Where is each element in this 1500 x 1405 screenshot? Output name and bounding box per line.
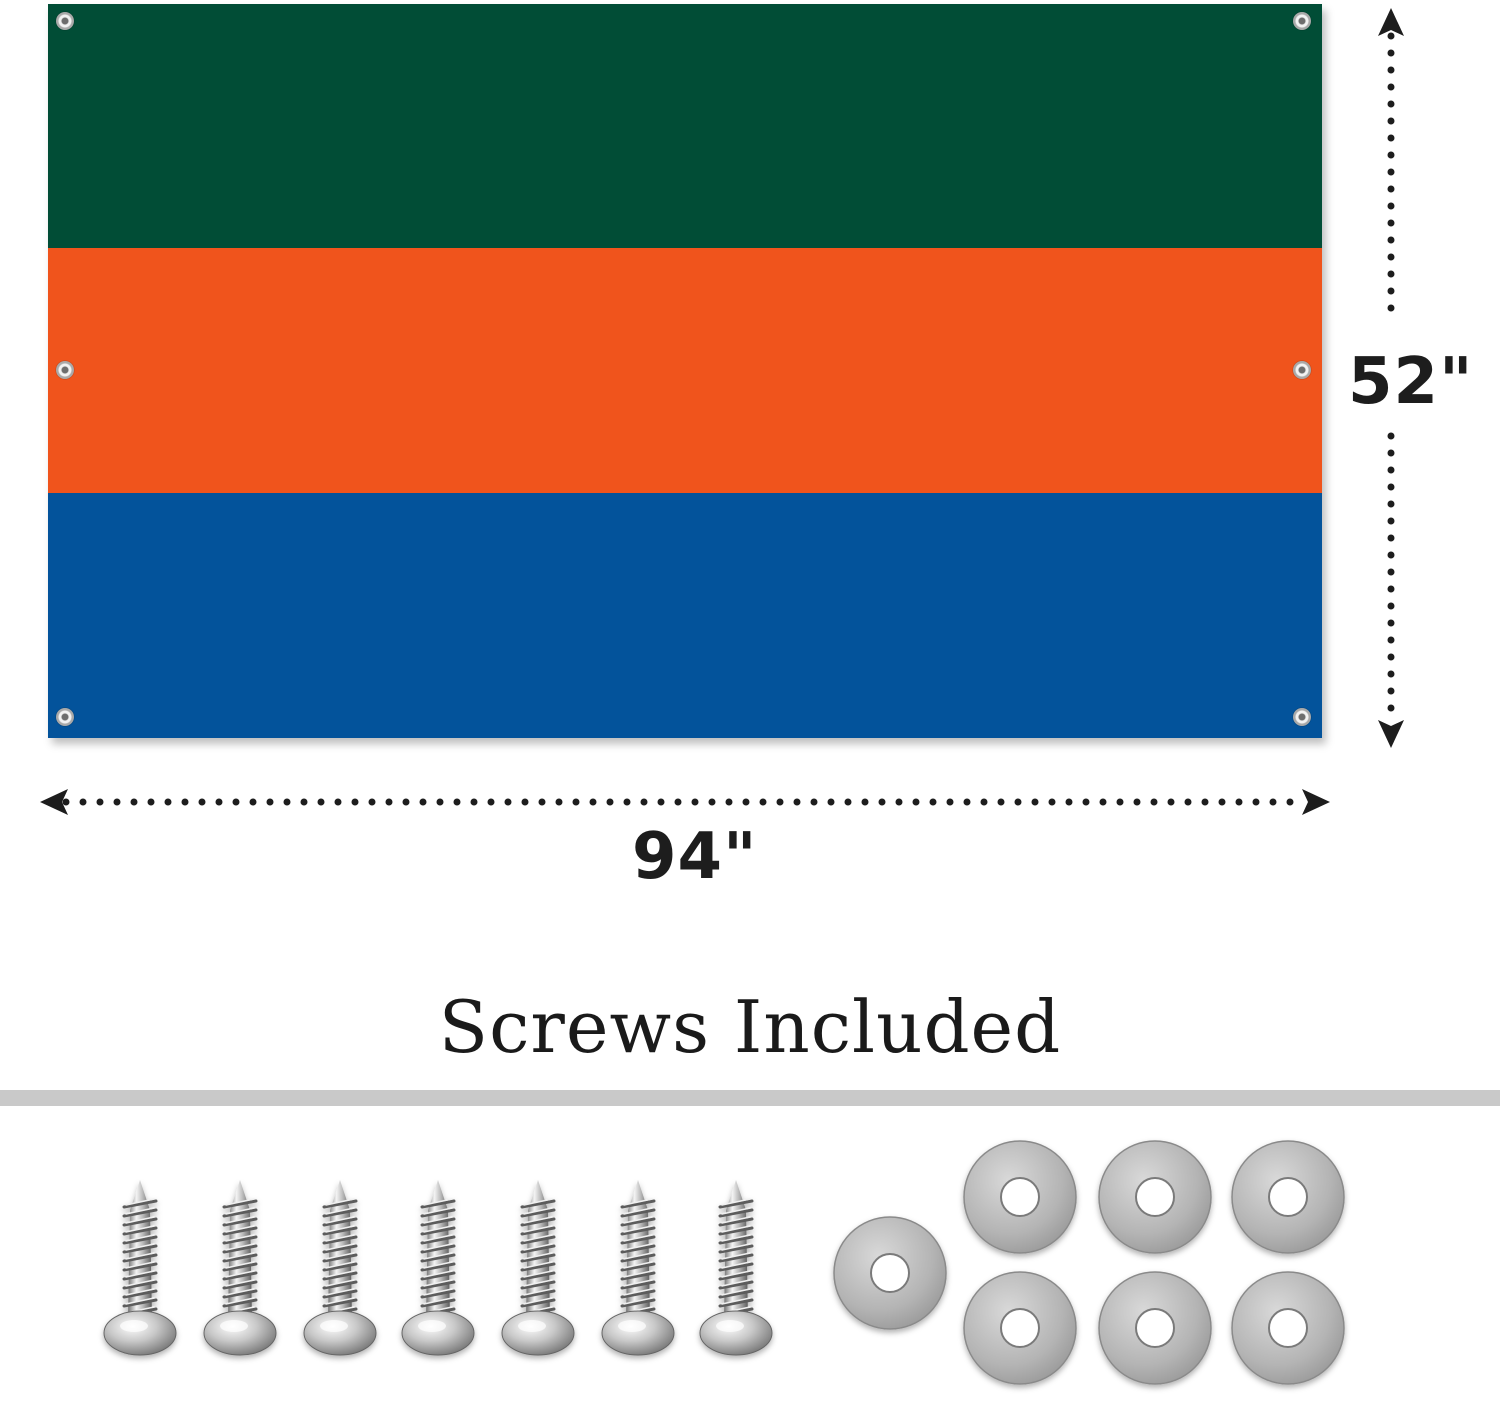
- flag-banner: [48, 4, 1322, 738]
- washer-icon: [963, 1271, 1077, 1385]
- washer-icon: [1098, 1271, 1212, 1385]
- screw-icon: [303, 1180, 377, 1356]
- grommet-top-left: [56, 12, 74, 30]
- screw-icon: [601, 1180, 675, 1356]
- washer-icon: [1231, 1271, 1345, 1385]
- washer-icon: [963, 1140, 1077, 1254]
- arrow-down-icon: [1378, 720, 1404, 748]
- stripe-green: [48, 4, 1322, 248]
- stripe-blue: [48, 493, 1322, 738]
- arrow-left-icon: [40, 789, 68, 815]
- width-dimension-arrow: [40, 789, 1330, 815]
- height-dimension-arrow: [1378, 8, 1404, 748]
- screw-icon: [401, 1180, 475, 1356]
- washer-icon: [833, 1216, 947, 1330]
- washer-icon: [1231, 1140, 1345, 1254]
- grommet-bottom-right: [1293, 708, 1311, 726]
- screw-icon: [103, 1180, 177, 1356]
- screw-icon: [203, 1180, 277, 1356]
- width-dimension-label: 94": [632, 820, 758, 894]
- height-dimension-label: 52": [1348, 345, 1474, 419]
- arrow-right-icon: [1302, 789, 1330, 815]
- screws-included-title: Screws Included: [438, 985, 1062, 1069]
- stripe-orange: [48, 248, 1322, 493]
- grommet-middle-left: [56, 361, 74, 379]
- grommet-middle-right: [1293, 361, 1311, 379]
- grommet-bottom-left: [56, 708, 74, 726]
- screw-icon: [699, 1180, 773, 1356]
- washer-icon: [1098, 1140, 1212, 1254]
- grommet-top-right: [1293, 12, 1311, 30]
- screw-icon: [501, 1180, 575, 1356]
- section-divider: [0, 1090, 1500, 1106]
- arrow-up-icon: [1378, 8, 1404, 36]
